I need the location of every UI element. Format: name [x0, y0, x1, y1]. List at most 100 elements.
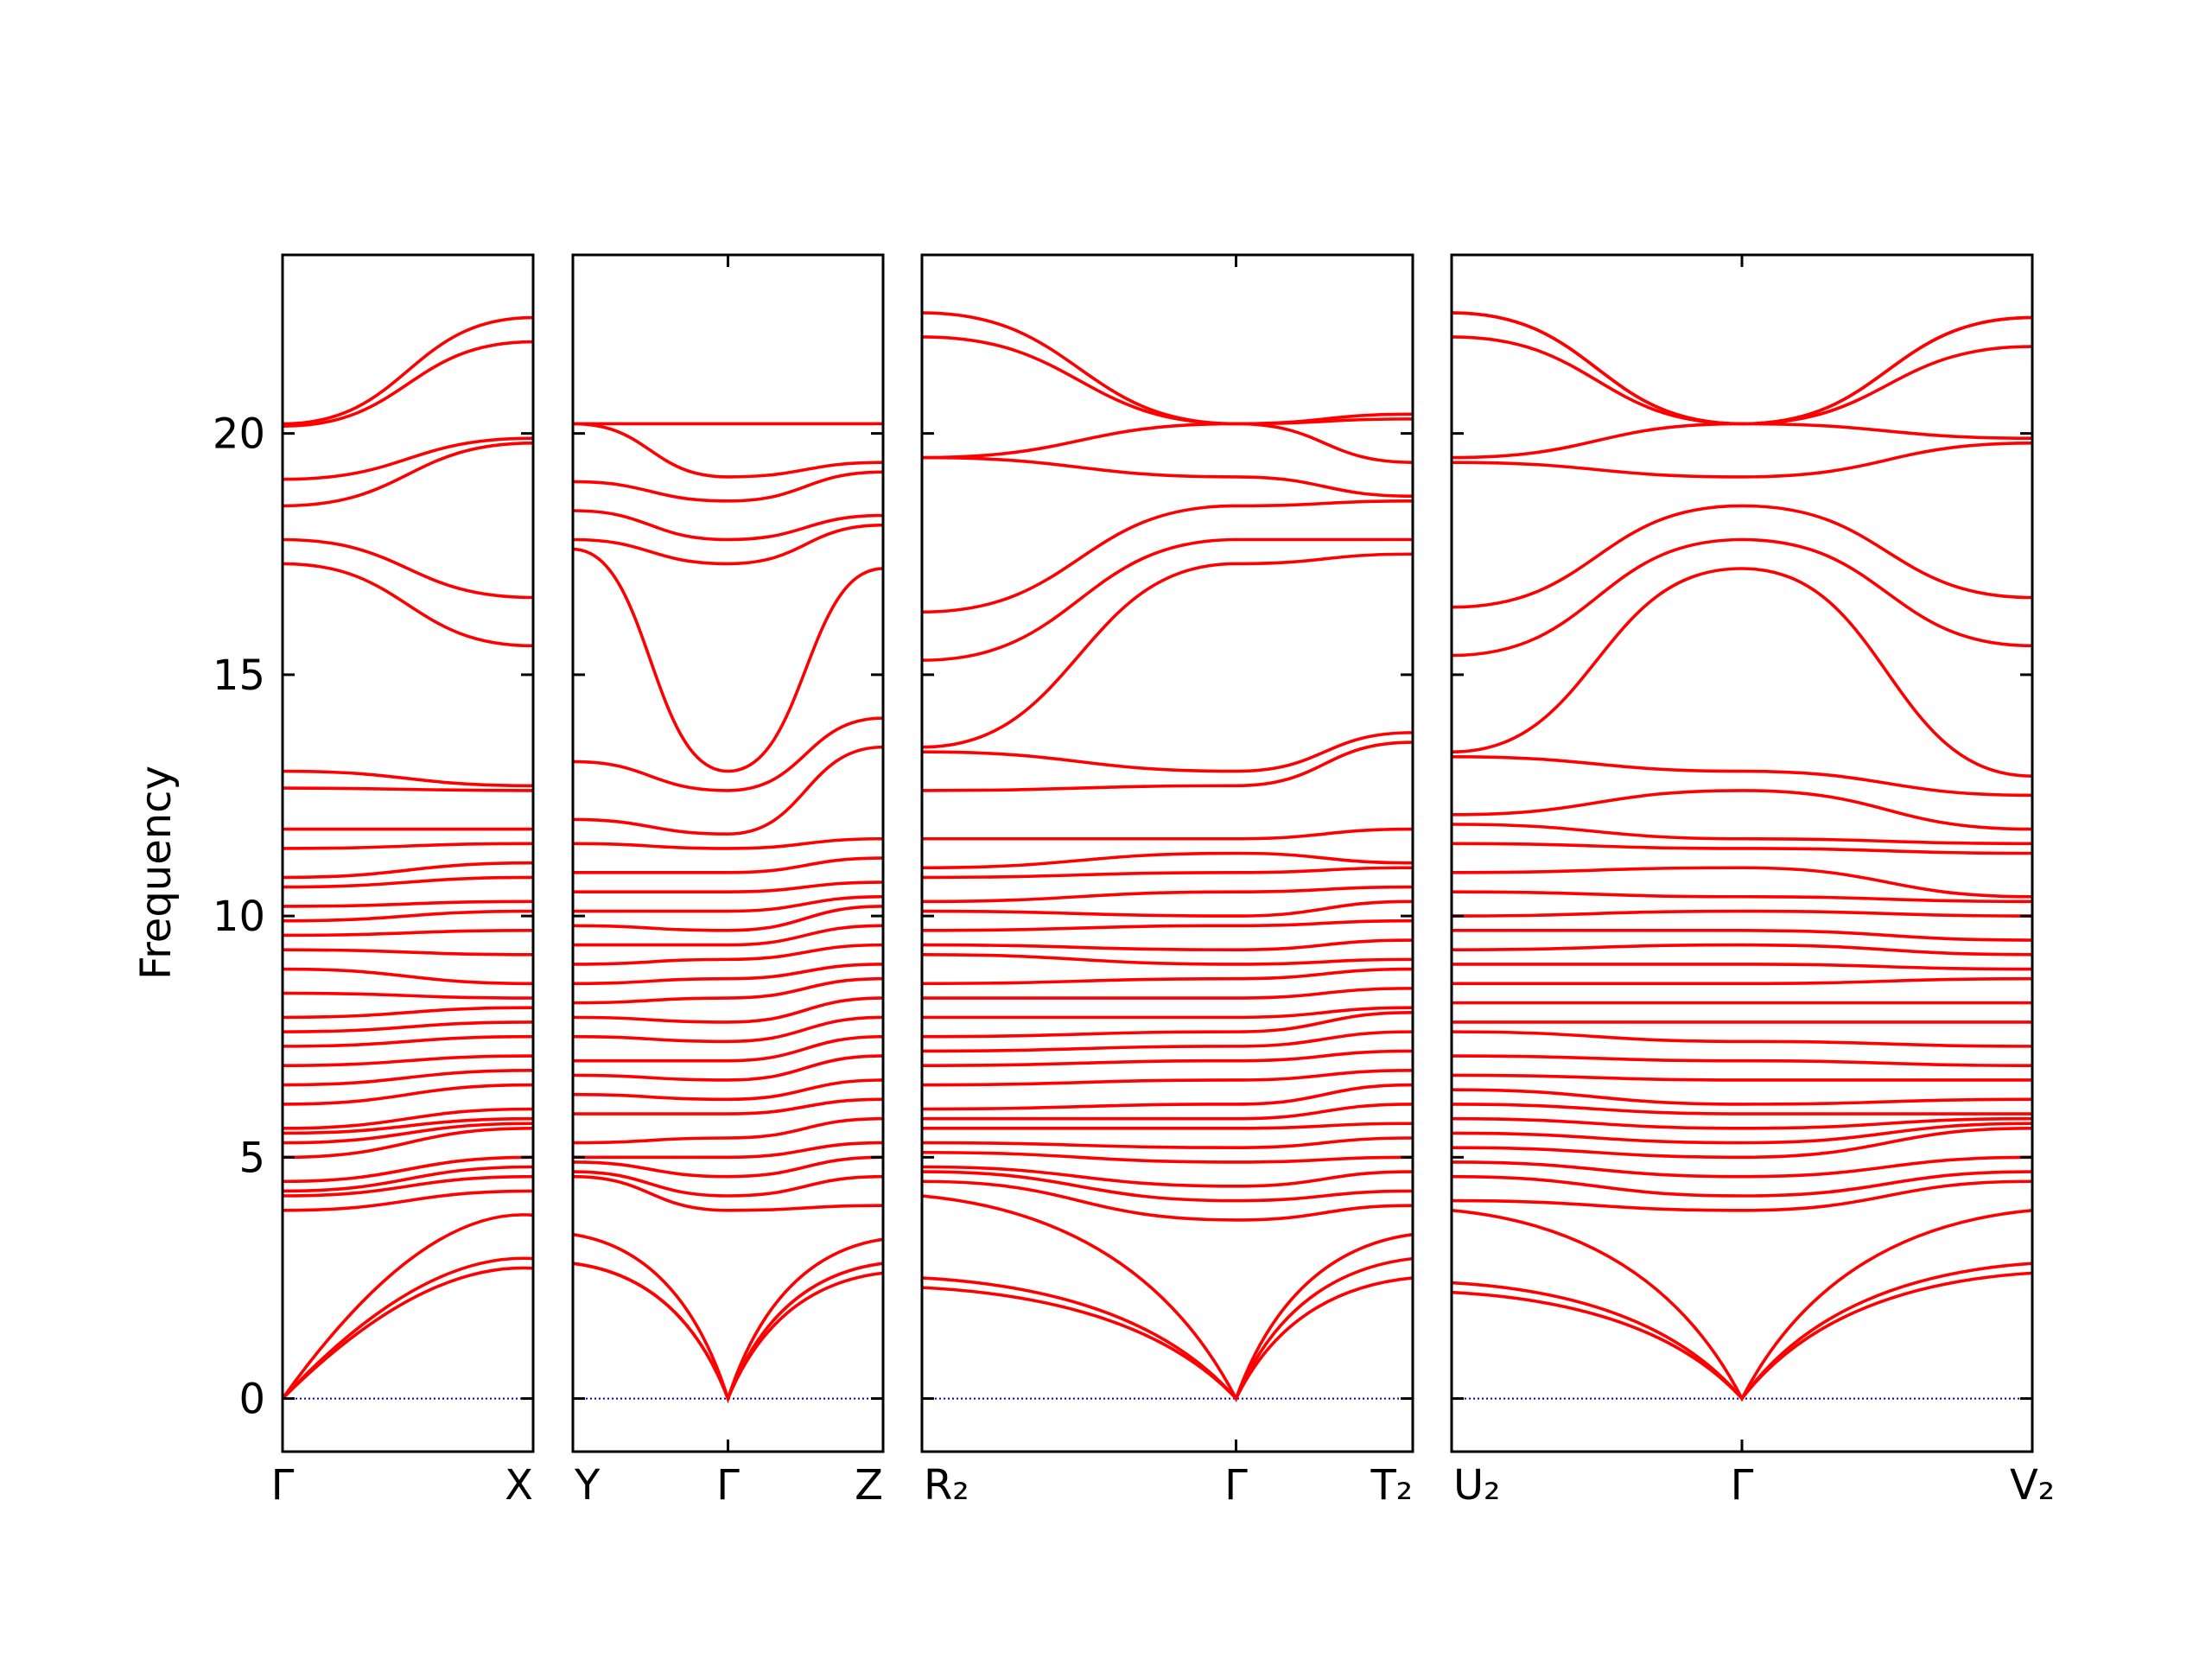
band-30: [573, 422, 883, 479]
band-4: [283, 1189, 533, 1212]
band-35: [922, 311, 1413, 426]
band-25: [1452, 823, 2032, 846]
band-20: [922, 938, 1413, 951]
band-32: [922, 455, 1413, 499]
band-34: [922, 335, 1413, 426]
band-curves: [283, 315, 533, 1400]
band-15: [283, 1034, 533, 1048]
band-30: [283, 562, 533, 648]
k-point-label: Y: [574, 1461, 601, 1510]
band-23: [1452, 866, 2032, 899]
band-16: [922, 1006, 1413, 1020]
band-12: [922, 1069, 1413, 1087]
band-17: [573, 943, 883, 966]
band-29: [283, 769, 533, 788]
k-point-label: X: [505, 1461, 533, 1510]
band-3: [283, 1213, 533, 1400]
band-35: [1452, 311, 2032, 426]
band-3: [573, 1232, 883, 1404]
band-7: [573, 1141, 883, 1160]
y-tick-label: 0: [238, 1376, 265, 1424]
y-tick-label: 20: [213, 410, 265, 459]
band-14: [1452, 1030, 2032, 1048]
band-22: [1452, 890, 2032, 904]
band-17: [922, 987, 1413, 1000]
band-20: [573, 894, 883, 913]
band-18: [573, 924, 883, 947]
k-point-label: U₂: [1453, 1461, 1500, 1510]
band-34: [283, 340, 533, 429]
band-29: [573, 470, 883, 503]
band-19: [573, 905, 883, 932]
panel-frame: [571, 253, 885, 1453]
band-35: [283, 315, 533, 426]
band-13: [573, 1015, 883, 1044]
band-16: [573, 963, 883, 986]
y-tick-label: 15: [213, 652, 265, 700]
k-point-label: T₂: [1370, 1461, 1413, 1510]
band-11: [1452, 1088, 2032, 1106]
band-9: [922, 1122, 1413, 1130]
panel-3: R₂ Γ T₂: [920, 253, 1414, 1510]
band-30: [1452, 504, 2032, 609]
band-26: [922, 827, 1413, 841]
band-6: [922, 1165, 1413, 1188]
band-5: [283, 1174, 533, 1198]
k-point-label: Γ: [1224, 1461, 1248, 1510]
panel-frame: [920, 253, 1414, 1453]
band-4: [573, 1174, 883, 1212]
band-27: [922, 741, 1413, 792]
band-13: [1452, 1054, 2032, 1068]
band-11: [922, 1083, 1413, 1111]
band-9: [1452, 1116, 2032, 1130]
band-24: [1452, 842, 2032, 855]
band-28: [283, 786, 533, 792]
band-3: [922, 1194, 1413, 1403]
band-5: [573, 1170, 883, 1198]
band-23: [922, 885, 1413, 904]
band-19: [1452, 943, 2032, 957]
band-15: [922, 1010, 1413, 1039]
band-19: [922, 952, 1413, 966]
band-9: [283, 1122, 533, 1145]
panel-4: U₂ Γ V₂: [1450, 253, 2055, 1510]
band-24: [922, 866, 1413, 880]
band-29: [1452, 537, 2032, 658]
band-28: [1452, 567, 2032, 778]
band-10: [1452, 1103, 2032, 1116]
band-8: [1452, 1122, 2032, 1145]
band-28: [573, 509, 883, 542]
band-1: [283, 1266, 533, 1400]
band-27: [573, 523, 883, 566]
band-5: [922, 1170, 1413, 1203]
k-point-label: Γ: [271, 1461, 295, 1510]
band-1: [573, 1262, 883, 1403]
k-point-label: Γ: [716, 1461, 740, 1510]
band-32: [1452, 422, 2032, 460]
band-10: [922, 1103, 1413, 1121]
band-14: [922, 1030, 1413, 1053]
band-26: [573, 547, 883, 773]
band-8: [573, 1116, 883, 1145]
band-8: [922, 1136, 1413, 1149]
band-22: [283, 909, 533, 923]
band-29: [922, 552, 1413, 749]
band-5: [1452, 1170, 2032, 1198]
band-18: [283, 991, 533, 1000]
band-curves: [922, 311, 1413, 1403]
band-30: [922, 537, 1413, 662]
band-25: [283, 861, 533, 880]
band-22: [573, 856, 883, 874]
k-point-label: R₂: [924, 1461, 969, 1510]
band-4: [1452, 1179, 2032, 1212]
band-21: [573, 880, 883, 893]
band-21: [283, 929, 533, 938]
band-24: [283, 875, 533, 889]
band-12: [573, 1034, 883, 1063]
k-point-label: Γ: [1731, 1461, 1754, 1510]
band-16: [283, 1020, 533, 1033]
band-26: [283, 842, 533, 850]
band-14: [283, 1054, 533, 1068]
